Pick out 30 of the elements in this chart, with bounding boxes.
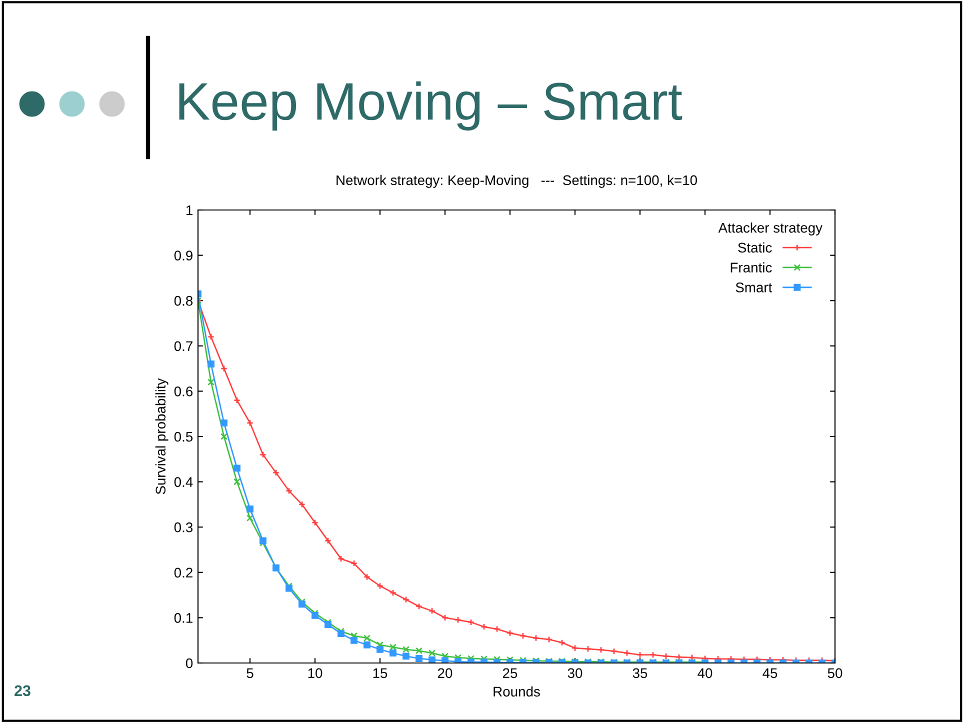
legend-label: Frantic (730, 262, 772, 272)
y-tick-label: 0.9 (174, 250, 192, 260)
x-tick-label: 35 (632, 668, 648, 678)
text: 23 (14, 685, 30, 696)
x-tick-label: 45 (762, 668, 778, 678)
y-tick-label: 0.8 (174, 296, 193, 306)
x-tick-label: 25 (502, 668, 518, 678)
y-tick-label: 0.2 (174, 568, 192, 578)
y-tick-label: 0.6 (174, 386, 193, 396)
legend-label: Smart (736, 282, 772, 292)
y-tick-label: 0.7 (174, 341, 192, 352)
y-tick-label: 1 (186, 205, 192, 216)
y-tick-label: 0.3 (174, 522, 193, 532)
y-tick-label: 0 (186, 658, 193, 668)
legend-label: Static (738, 242, 772, 253)
legend-title: Attacker strategy (718, 222, 822, 236)
chart-title: Keep Moving – Smart (179, 81, 682, 131)
x-tick-label: 30 (568, 668, 582, 678)
y-tick-label: 0.4 (174, 477, 193, 487)
x-tick-label: 50 (828, 668, 842, 678)
x-tick-label: 15 (373, 668, 388, 678)
x-tick-label: 10 (308, 668, 322, 678)
chart-subtitle: Network strategy: Keep-Moving --- Settings: n=100, k=10 (336, 174, 697, 188)
y-axis-title: Survival probability (155, 378, 168, 494)
y-tick-label: 0.1 (174, 613, 192, 623)
x-tick-label: 20 (438, 668, 452, 678)
y-tick-label: 0.5 (174, 432, 193, 442)
x-axis-title: Rounds (494, 686, 540, 697)
x-tick-label: 40 (698, 668, 712, 678)
x-tick-label: 5 (246, 668, 254, 678)
